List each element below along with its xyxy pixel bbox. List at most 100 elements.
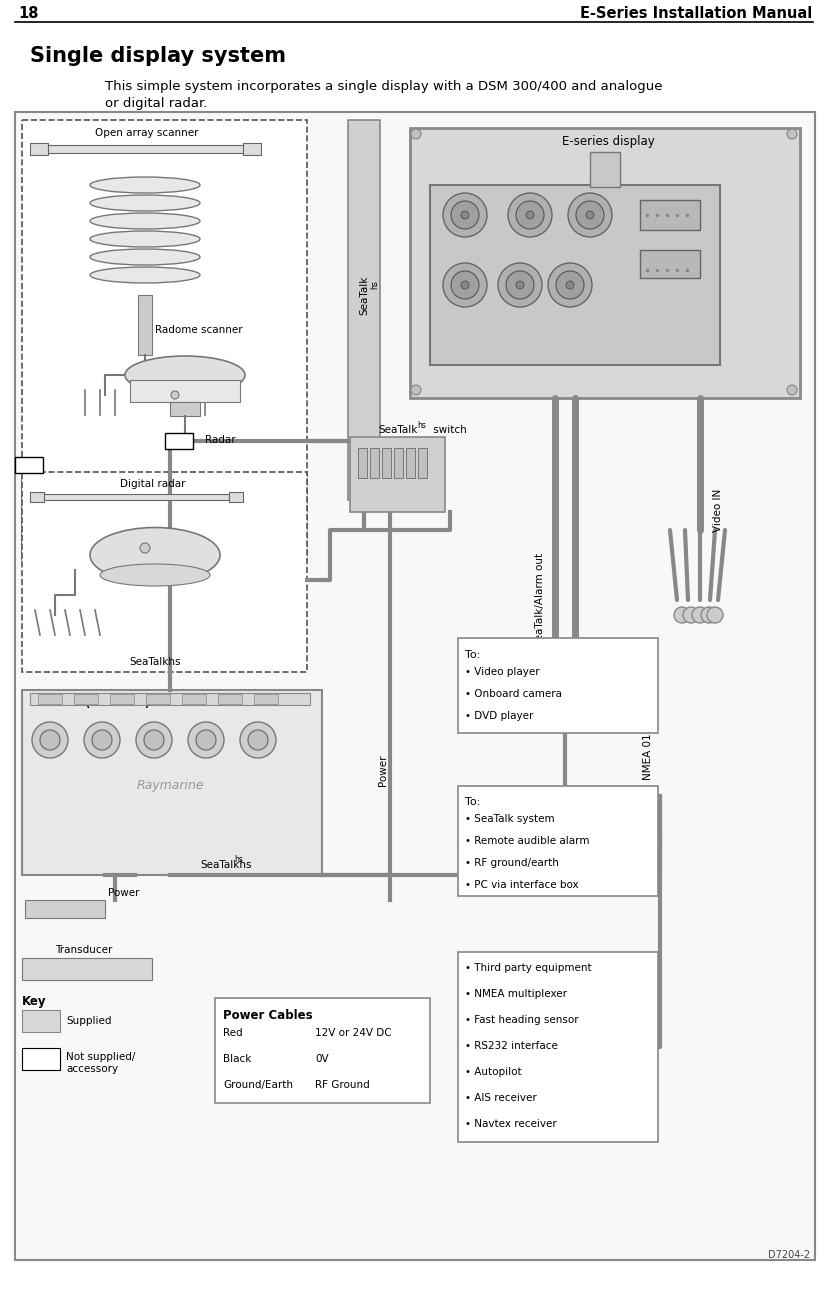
Circle shape bbox=[505, 270, 533, 299]
Bar bbox=[25, 901, 105, 917]
Bar bbox=[74, 694, 98, 704]
Bar bbox=[639, 201, 699, 230]
Text: Radome scanner: Radome scanner bbox=[155, 325, 242, 335]
Text: Power: Power bbox=[108, 888, 139, 898]
Circle shape bbox=[555, 270, 583, 299]
Ellipse shape bbox=[90, 214, 200, 229]
Circle shape bbox=[171, 391, 179, 399]
Text: • Autopilot: • Autopilot bbox=[465, 1068, 521, 1077]
Bar bbox=[38, 694, 62, 704]
Bar bbox=[429, 185, 719, 365]
Text: • RF ground/earth: • RF ground/earth bbox=[465, 858, 558, 868]
Text: • Third party equipment: • Third party equipment bbox=[465, 963, 591, 973]
Bar bbox=[48, 145, 242, 153]
Ellipse shape bbox=[90, 528, 220, 582]
Text: • RS232 interface: • RS232 interface bbox=[465, 1040, 557, 1051]
Bar bbox=[370, 448, 379, 477]
Bar bbox=[457, 952, 657, 1143]
Text: Power Cables: Power Cables bbox=[222, 1009, 313, 1022]
Bar bbox=[590, 151, 619, 188]
Circle shape bbox=[461, 211, 468, 219]
Circle shape bbox=[586, 211, 593, 219]
Circle shape bbox=[673, 607, 689, 622]
Circle shape bbox=[497, 263, 542, 307]
Text: • AIS receiver: • AIS receiver bbox=[465, 1093, 536, 1102]
Circle shape bbox=[508, 193, 552, 237]
Bar bbox=[22, 1048, 60, 1070]
Text: Transducer: Transducer bbox=[55, 945, 112, 955]
Circle shape bbox=[136, 722, 172, 758]
Bar bbox=[22, 120, 307, 560]
Text: E-series display: E-series display bbox=[561, 136, 653, 149]
Bar bbox=[170, 402, 200, 415]
Circle shape bbox=[700, 607, 716, 622]
Circle shape bbox=[188, 722, 224, 758]
Bar bbox=[394, 448, 403, 477]
Circle shape bbox=[248, 730, 268, 751]
Bar bbox=[457, 785, 657, 895]
Bar bbox=[418, 448, 427, 477]
Circle shape bbox=[691, 607, 707, 622]
Text: • Navtex receiver: • Navtex receiver bbox=[465, 1119, 556, 1128]
Text: or: or bbox=[23, 459, 35, 470]
Ellipse shape bbox=[125, 356, 245, 393]
Circle shape bbox=[706, 607, 722, 622]
Text: To:: To: bbox=[465, 650, 480, 660]
Text: D7204-2: D7204-2 bbox=[767, 1250, 809, 1260]
Text: or digital radar.: or digital radar. bbox=[105, 97, 207, 110]
Bar bbox=[22, 1011, 60, 1033]
Text: • Fast heading sensor: • Fast heading sensor bbox=[465, 1014, 578, 1025]
Text: • PC via interface box: • PC via interface box bbox=[465, 880, 578, 890]
Circle shape bbox=[196, 730, 216, 751]
Text: or: or bbox=[173, 436, 185, 446]
Text: • Onboard camera: • Onboard camera bbox=[465, 688, 562, 699]
Text: hs: hs bbox=[234, 855, 242, 864]
Bar bbox=[457, 638, 657, 732]
Bar bbox=[229, 492, 242, 502]
Circle shape bbox=[682, 607, 698, 622]
Circle shape bbox=[451, 201, 479, 229]
Text: Radar: Radar bbox=[205, 435, 236, 445]
Bar bbox=[242, 144, 261, 155]
Bar bbox=[639, 250, 699, 278]
Circle shape bbox=[32, 722, 68, 758]
Bar bbox=[138, 295, 152, 355]
Text: This simple system incorporates a single display with a DSM 300/400 and analogue: This simple system incorporates a single… bbox=[105, 80, 662, 93]
Text: Open array scanner: Open array scanner bbox=[95, 128, 198, 138]
Circle shape bbox=[240, 722, 275, 758]
Text: Supplied: Supplied bbox=[66, 1016, 112, 1026]
Text: RF Ground: RF Ground bbox=[314, 1080, 370, 1090]
Ellipse shape bbox=[90, 248, 200, 265]
Bar bbox=[254, 694, 278, 704]
Circle shape bbox=[566, 281, 573, 289]
Circle shape bbox=[442, 263, 486, 307]
Text: 0V: 0V bbox=[314, 1055, 328, 1064]
Text: Ground/Earth: Ground/Earth bbox=[222, 1080, 293, 1090]
Text: 18: 18 bbox=[18, 6, 38, 22]
Circle shape bbox=[786, 386, 796, 395]
Circle shape bbox=[40, 730, 60, 751]
Text: • DVD player: • DVD player bbox=[465, 710, 533, 721]
Bar bbox=[165, 433, 193, 449]
Text: SeaTalkhs: SeaTalkhs bbox=[129, 657, 180, 666]
Text: • SeaTalk system: • SeaTalk system bbox=[465, 814, 554, 824]
Ellipse shape bbox=[90, 232, 200, 247]
Text: Single display system: Single display system bbox=[30, 47, 285, 66]
Text: 12V or 24V DC: 12V or 24V DC bbox=[314, 1027, 391, 1038]
Text: SeaTalkhs: SeaTalkhs bbox=[200, 861, 251, 870]
Text: Raymarine: Raymarine bbox=[136, 779, 203, 792]
Bar bbox=[30, 144, 48, 155]
Circle shape bbox=[140, 543, 150, 553]
Circle shape bbox=[451, 270, 479, 299]
Bar bbox=[30, 492, 44, 502]
Circle shape bbox=[515, 281, 523, 289]
Ellipse shape bbox=[90, 177, 200, 193]
Circle shape bbox=[461, 281, 468, 289]
Circle shape bbox=[786, 129, 796, 138]
Bar bbox=[215, 998, 429, 1102]
Text: hs: hs bbox=[417, 421, 426, 430]
Text: DSM 300 (as shown) or DSM400: DSM 300 (as shown) or DSM400 bbox=[30, 697, 218, 708]
Text: Digital radar: Digital radar bbox=[120, 479, 185, 489]
Circle shape bbox=[92, 730, 112, 751]
Bar bbox=[146, 694, 170, 704]
